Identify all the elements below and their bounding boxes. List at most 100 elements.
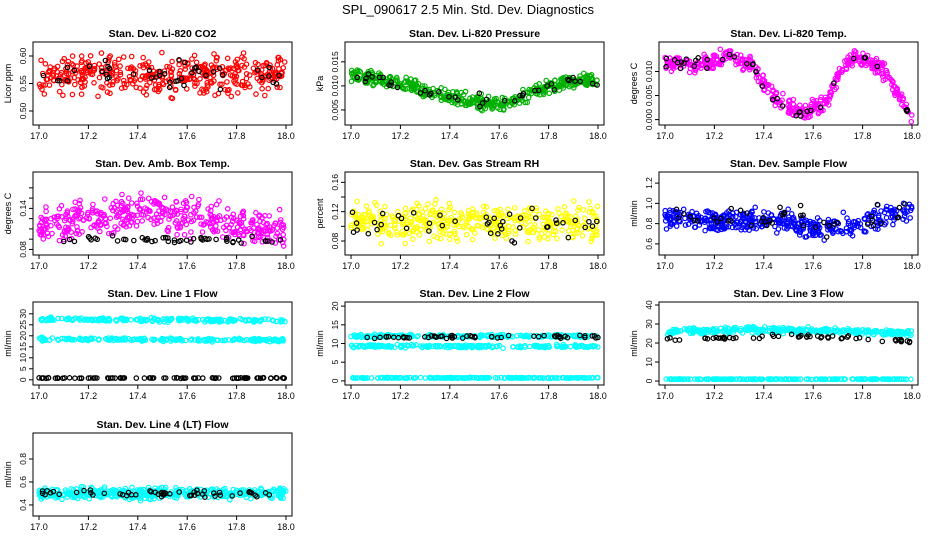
data-point bbox=[531, 333, 537, 340]
data-point bbox=[40, 72, 47, 79]
data-point bbox=[726, 376, 732, 383]
data-point bbox=[494, 375, 501, 381]
data-point bbox=[73, 230, 80, 237]
y-axis-label: ml/min bbox=[629, 200, 639, 227]
data-point bbox=[386, 231, 392, 237]
data-point bbox=[39, 86, 45, 93]
data-point bbox=[125, 195, 132, 202]
data-point bbox=[280, 65, 287, 71]
y-tick-label: 10 bbox=[330, 339, 340, 349]
data-point bbox=[541, 214, 548, 221]
data-point bbox=[86, 216, 93, 222]
data-point bbox=[133, 375, 140, 381]
data-point bbox=[133, 223, 140, 229]
data-point bbox=[140, 54, 147, 61]
data-point bbox=[859, 376, 865, 383]
data-point bbox=[843, 225, 850, 232]
chart-panel: Stan. Dev. Amb. Box Temp.degrees C17.0 17… bbox=[3, 158, 295, 271]
data-point bbox=[104, 336, 110, 343]
x-tick-label: 18.0 bbox=[903, 261, 921, 271]
x-tick-label: 17.2 bbox=[80, 131, 98, 141]
chart-title: Stan. Dev. Li-820 Pressure bbox=[409, 28, 540, 40]
data-point bbox=[261, 92, 268, 99]
data-point bbox=[518, 332, 524, 339]
data-point bbox=[374, 226, 380, 233]
data-point bbox=[737, 376, 743, 382]
data-point bbox=[802, 234, 809, 240]
data-point bbox=[127, 76, 134, 83]
data-point bbox=[402, 205, 409, 212]
data-point bbox=[890, 376, 897, 382]
data-point bbox=[410, 342, 417, 349]
data-point bbox=[906, 339, 913, 346]
data-point bbox=[550, 231, 557, 238]
data-point bbox=[117, 63, 123, 69]
data-point bbox=[219, 69, 226, 75]
data-point bbox=[505, 332, 512, 339]
data-point bbox=[120, 54, 127, 60]
data-point bbox=[501, 97, 508, 104]
data-point bbox=[252, 59, 259, 66]
data-point bbox=[713, 376, 720, 382]
data-point bbox=[511, 98, 518, 104]
data-point bbox=[433, 343, 440, 350]
data-point bbox=[196, 68, 202, 75]
data-point bbox=[565, 218, 571, 224]
data-point bbox=[272, 220, 279, 227]
data-point bbox=[756, 335, 763, 342]
data-point bbox=[887, 376, 893, 383]
data-point bbox=[241, 337, 248, 344]
data-point bbox=[391, 344, 398, 351]
data-point bbox=[664, 335, 671, 342]
data-point bbox=[53, 221, 60, 227]
data-point bbox=[586, 209, 593, 215]
data-point bbox=[695, 213, 702, 219]
data-point bbox=[731, 53, 738, 60]
data-point bbox=[259, 85, 265, 92]
data-point bbox=[103, 71, 110, 78]
data-point bbox=[561, 343, 568, 350]
data-point bbox=[566, 77, 572, 84]
y-tick-label: 20 bbox=[330, 301, 340, 311]
data-point bbox=[123, 223, 129, 230]
data-point bbox=[408, 218, 415, 225]
data-point bbox=[441, 93, 447, 99]
data-point bbox=[142, 76, 149, 82]
data-point bbox=[776, 376, 783, 382]
data-point bbox=[559, 227, 565, 233]
data-point bbox=[904, 108, 910, 115]
y-tick-label: 10 bbox=[18, 353, 28, 363]
x-tick-label: 17.8 bbox=[854, 391, 872, 401]
data-point bbox=[120, 375, 127, 381]
data-point bbox=[251, 317, 258, 324]
data-point bbox=[681, 60, 687, 67]
data-point bbox=[723, 224, 730, 230]
data-point bbox=[683, 56, 690, 63]
data-point bbox=[265, 316, 272, 323]
data-point bbox=[815, 230, 822, 236]
data-point bbox=[531, 222, 538, 228]
x-tick-label: 17.4 bbox=[755, 131, 773, 141]
data-point bbox=[72, 213, 78, 220]
data-point bbox=[855, 223, 862, 230]
data-point bbox=[96, 336, 102, 342]
data-point bbox=[36, 223, 43, 229]
chart-title: Stan. Dev. Li-820 Temp. bbox=[730, 28, 846, 40]
data-point bbox=[395, 375, 401, 381]
data-point bbox=[682, 215, 688, 222]
data-point bbox=[415, 81, 422, 87]
data-point bbox=[670, 330, 676, 336]
data-point bbox=[117, 71, 124, 78]
x-tick-label: 17.2 bbox=[706, 391, 724, 401]
data-point bbox=[157, 218, 164, 225]
data-point bbox=[896, 204, 903, 211]
data-point bbox=[803, 327, 810, 334]
y-tick-label: 25 bbox=[18, 320, 28, 330]
data-point bbox=[133, 84, 140, 91]
data-point bbox=[107, 215, 114, 222]
chart-title: Stan. Dev. Line 1 Flow bbox=[107, 288, 218, 300]
data-point bbox=[173, 218, 180, 224]
data-point bbox=[774, 376, 780, 382]
data-point bbox=[134, 200, 140, 207]
data-point bbox=[760, 77, 766, 83]
